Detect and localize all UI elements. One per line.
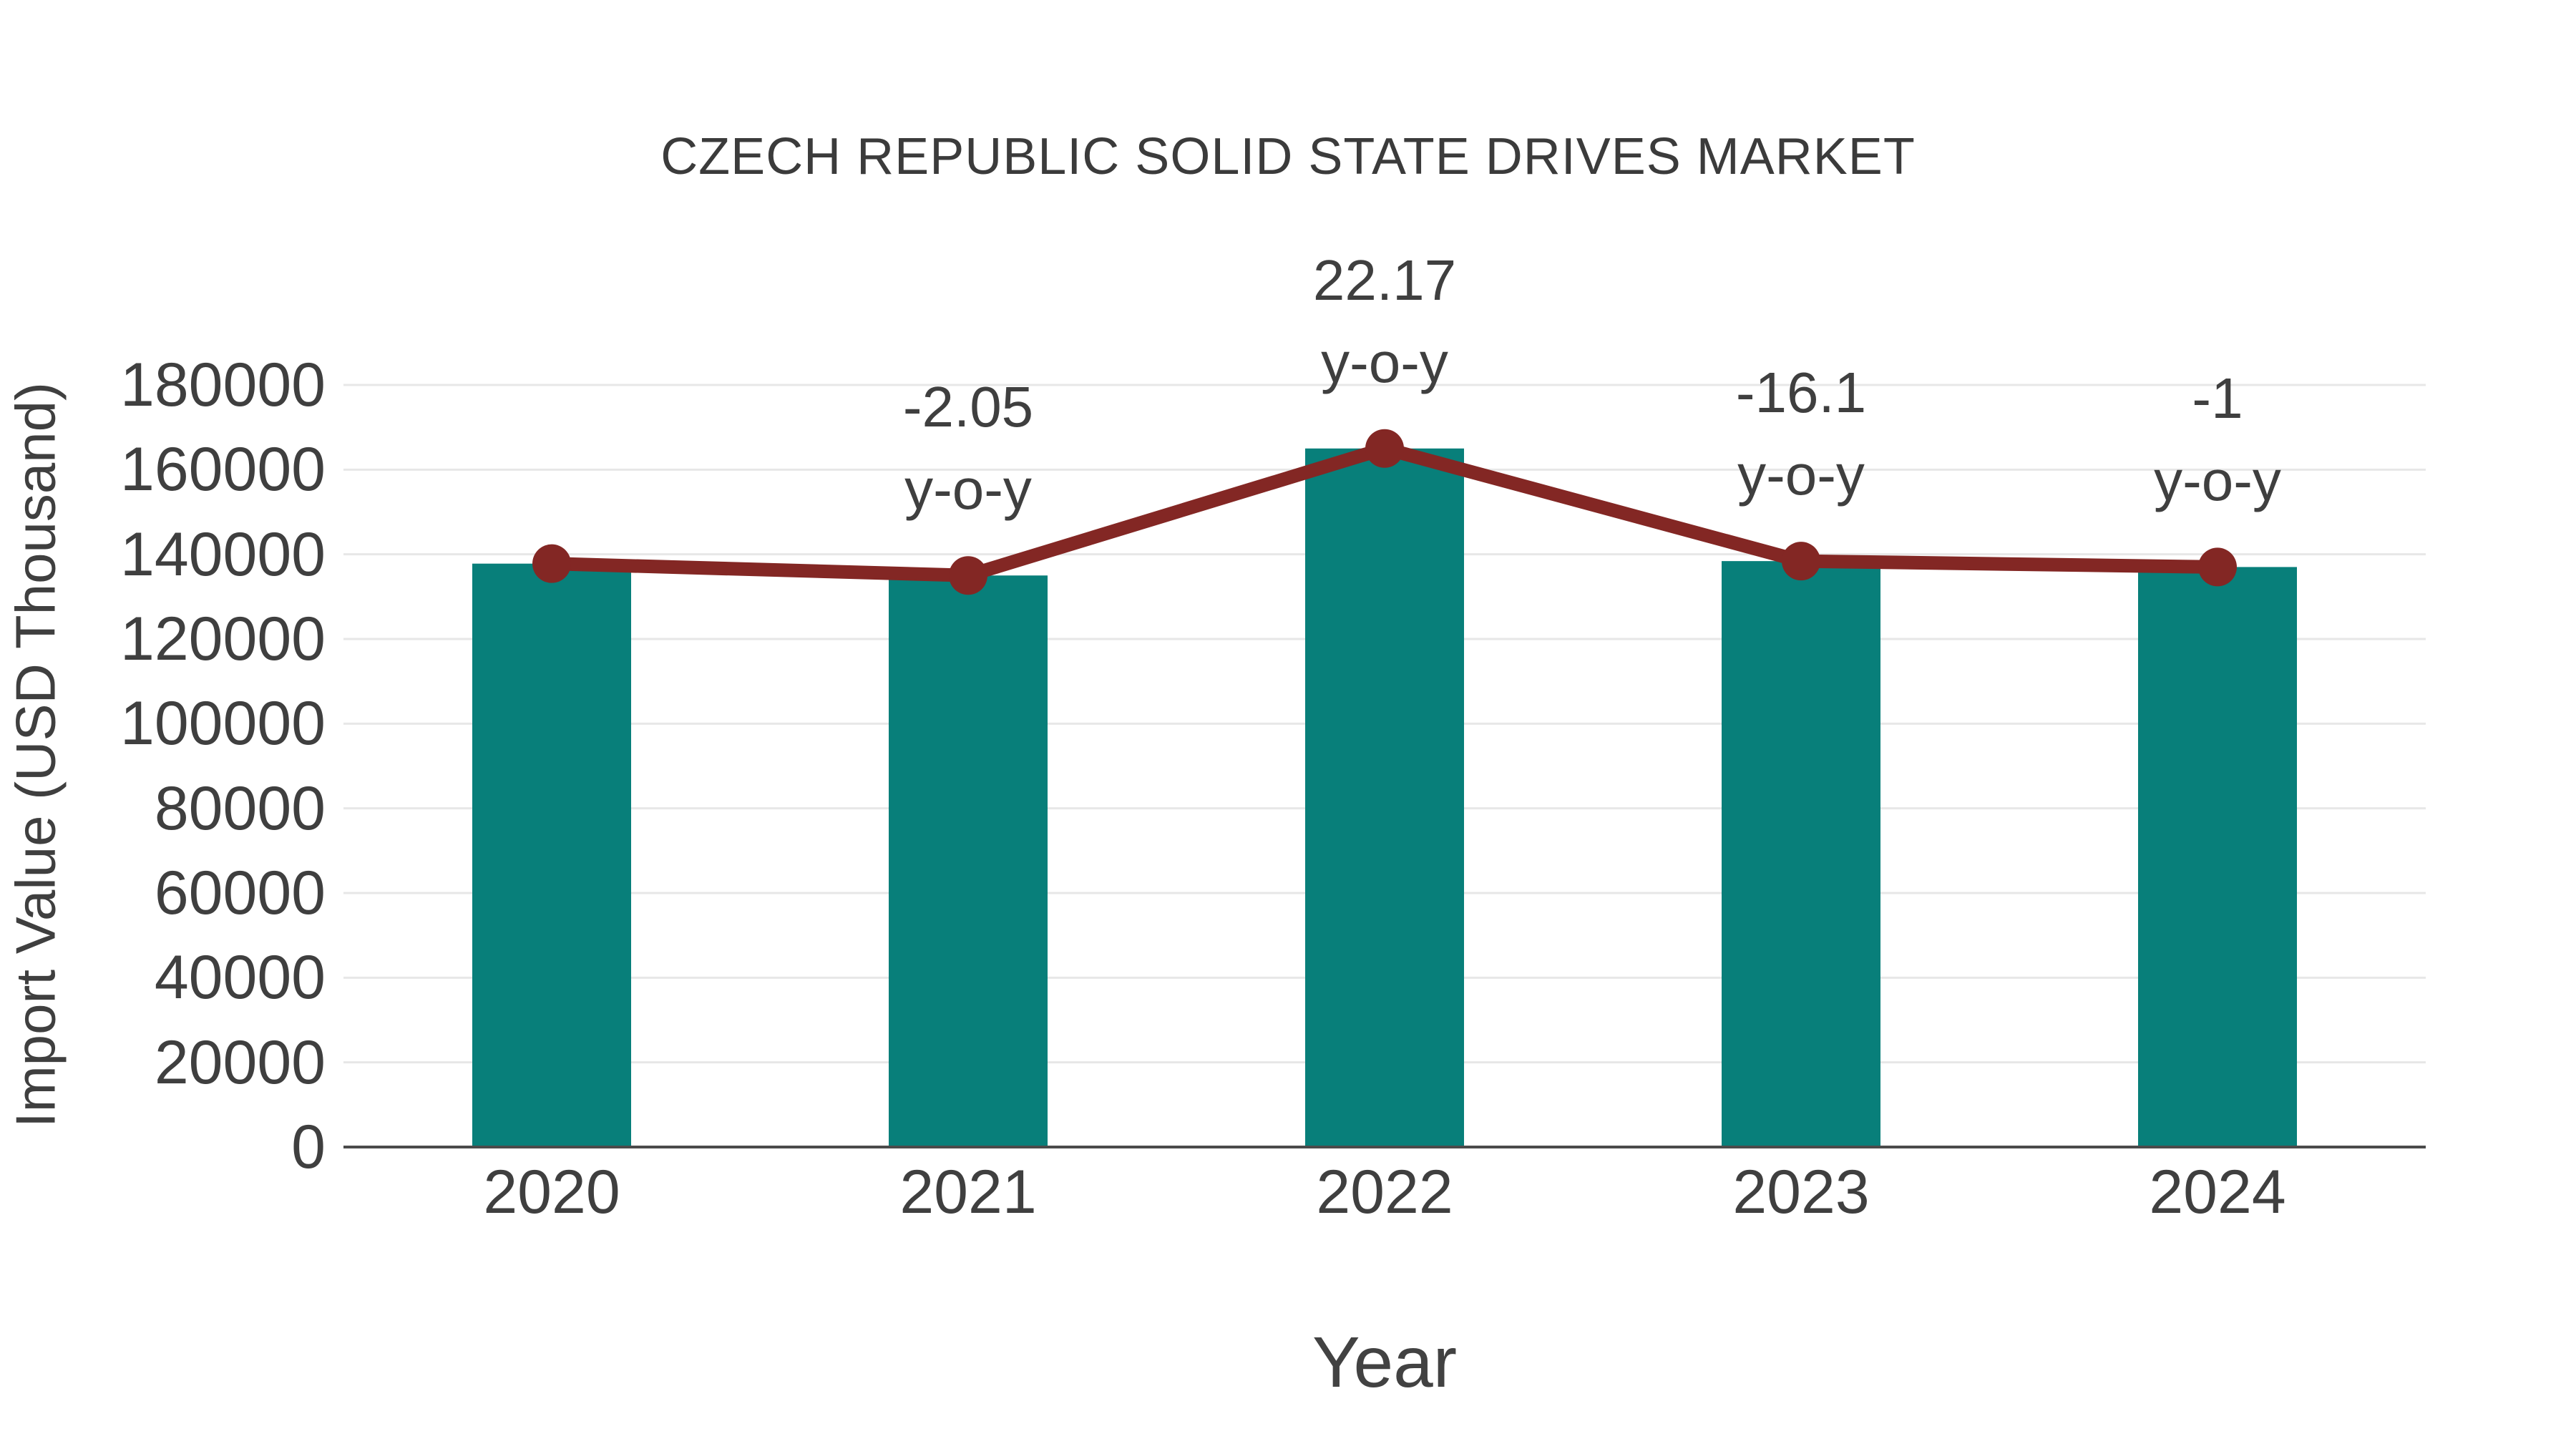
marker-2023	[1782, 542, 1820, 581]
annotation-value-2023: -16.1	[1735, 361, 1867, 425]
y-tick-label-80000: 80000	[154, 774, 326, 843]
bar-2023	[1722, 561, 1880, 1147]
bar-2022	[1305, 448, 1464, 1147]
y-tick-label-0: 0	[291, 1113, 326, 1181]
bar-2021	[889, 575, 1048, 1147]
annotation-yoy-2024: y-o-y	[2154, 449, 2281, 513]
annotation-yoy-2023: y-o-y	[1737, 443, 1865, 507]
y-axis-title-text: Import Value (USD Thousand)	[4, 382, 67, 1128]
marker-2024	[2198, 547, 2237, 587]
bar-2020	[472, 563, 631, 1147]
x-tick-label-2024: 2024	[2149, 1158, 2286, 1226]
y-tick-label-180000: 180000	[120, 351, 326, 419]
annotation-yoy-2022: y-o-y	[1321, 330, 1448, 394]
y-tick-label-100000: 100000	[120, 689, 326, 758]
y-tick-label-120000: 120000	[120, 605, 326, 673]
y-tick-label-160000: 160000	[120, 435, 326, 504]
marker-2020	[532, 544, 571, 583]
x-tick-label-2020: 2020	[483, 1158, 620, 1226]
annotation-value-2021: -2.05	[902, 375, 1034, 439]
y-tick-label-60000: 60000	[154, 859, 326, 927]
bar-2024	[2138, 567, 2297, 1147]
chart-title: CZECH REPUBLIC SOLID STATE DRIVES MARKET	[660, 128, 1916, 185]
x-tick-label-2023: 2023	[1732, 1158, 1870, 1226]
x-tick-label-2022: 2022	[1316, 1158, 1453, 1226]
annotation-value-2022: 22.17	[1312, 248, 1457, 312]
y-tick-label-20000: 20000	[154, 1028, 326, 1097]
x-axis-title: Year	[1312, 1322, 1458, 1402]
annotation-yoy-2021: y-o-y	[904, 457, 1032, 522]
x-tick-label-2021: 2021	[899, 1158, 1037, 1226]
y-tick-label-140000: 140000	[120, 519, 326, 589]
marker-2022	[1365, 429, 1404, 468]
y-tick-label-40000: 40000	[154, 943, 326, 1013]
annotation-value-2024: -1	[2192, 366, 2243, 431]
marker-2021	[949, 556, 987, 595]
